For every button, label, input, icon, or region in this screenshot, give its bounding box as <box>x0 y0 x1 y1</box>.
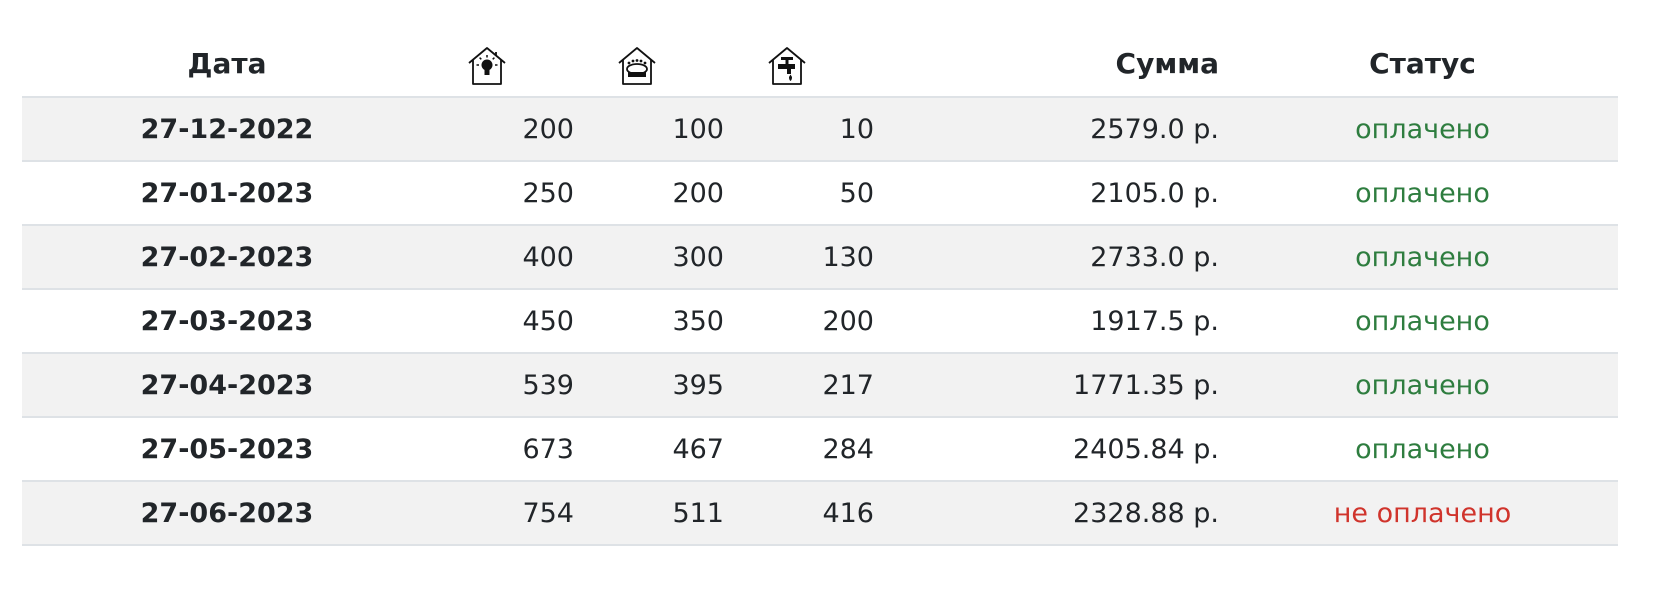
sum-cell: 1917.5 р. <box>882 289 1227 354</box>
water-cell: 200 <box>732 289 882 354</box>
electricity-cell: 539 <box>432 353 582 418</box>
electricity-cell: 673 <box>432 417 582 482</box>
date-column-header[interactable]: Дата <box>22 30 432 98</box>
water-cell: 416 <box>732 481 882 546</box>
status-column-header[interactable]: Статус <box>1227 30 1618 98</box>
table-row: 27-02-2023 400 300 130 2733.0 р. оплачен… <box>22 225 1618 290</box>
status-cell: оплачено <box>1227 417 1618 482</box>
water-cell: 130 <box>732 225 882 290</box>
gas-cell: 395 <box>582 353 732 418</box>
gas-cell: 350 <box>582 289 732 354</box>
table-row: 27-06-2023 754 511 416 2328.88 р. не опл… <box>22 481 1618 546</box>
date-cell: 27-01-2023 <box>22 161 432 226</box>
sum-cell: 1771.35 р. <box>882 353 1227 418</box>
status-cell: оплачено <box>1227 97 1618 162</box>
gas-column-header[interactable] <box>582 30 732 98</box>
gas-cell: 300 <box>582 225 732 290</box>
payments-table-container: Дата <box>22 30 1618 546</box>
gas-cell: 467 <box>582 417 732 482</box>
status-cell: оплачено <box>1227 353 1618 418</box>
electricity-cell: 200 <box>432 97 582 162</box>
electricity-cell: 250 <box>432 161 582 226</box>
sum-cell: 2579.0 р. <box>882 97 1227 162</box>
date-cell: 27-12-2022 <box>22 97 432 162</box>
table-row: 27-12-2022 200 100 10 2579.0 р. оплачено <box>22 97 1618 162</box>
water-cell: 50 <box>732 161 882 226</box>
date-cell: 27-03-2023 <box>22 289 432 354</box>
water-cell: 10 <box>732 97 882 162</box>
sum-cell: 2105.0 р. <box>882 161 1227 226</box>
sum-cell: 2733.0 р. <box>882 225 1227 290</box>
water-column-header[interactable] <box>732 30 882 98</box>
status-cell: оплачено <box>1227 289 1618 354</box>
status-cell: оплачено <box>1227 225 1618 290</box>
status-cell: не оплачено <box>1227 481 1618 546</box>
date-cell: 27-04-2023 <box>22 353 432 418</box>
sum-column-header[interactable]: Сумма <box>882 30 1227 98</box>
date-cell: 27-02-2023 <box>22 225 432 290</box>
electricity-column-header[interactable] <box>432 30 582 98</box>
house-lightbulb-icon <box>412 44 562 88</box>
sum-cell: 2328.88 р. <box>882 481 1227 546</box>
electricity-cell: 450 <box>432 289 582 354</box>
table-row: 27-01-2023 250 200 50 2105.0 р. оплачено <box>22 161 1618 226</box>
water-cell: 217 <box>732 353 882 418</box>
gas-cell: 100 <box>582 97 732 162</box>
header-row: Дата <box>22 30 1618 98</box>
water-cell: 284 <box>732 417 882 482</box>
gas-cell: 511 <box>582 481 732 546</box>
table-row: 27-05-2023 673 467 284 2405.84 р. оплаче… <box>22 417 1618 482</box>
sum-cell: 2405.84 р. <box>882 417 1227 482</box>
table-header: Дата <box>22 30 1618 98</box>
table-row: 27-04-2023 539 395 217 1771.35 р. оплаче… <box>22 353 1618 418</box>
gas-cell: 200 <box>582 161 732 226</box>
payments-table: Дата <box>22 30 1618 546</box>
date-cell: 27-06-2023 <box>22 481 432 546</box>
table-body: 27-12-2022 200 100 10 2579.0 р. оплачено… <box>22 97 1618 546</box>
house-water-tap-icon <box>712 44 862 88</box>
electricity-cell: 400 <box>432 225 582 290</box>
electricity-cell: 754 <box>432 481 582 546</box>
house-gas-burner-icon <box>562 44 712 88</box>
status-cell: оплачено <box>1227 161 1618 226</box>
date-cell: 27-05-2023 <box>22 417 432 482</box>
table-row: 27-03-2023 450 350 200 1917.5 р. оплачен… <box>22 289 1618 354</box>
